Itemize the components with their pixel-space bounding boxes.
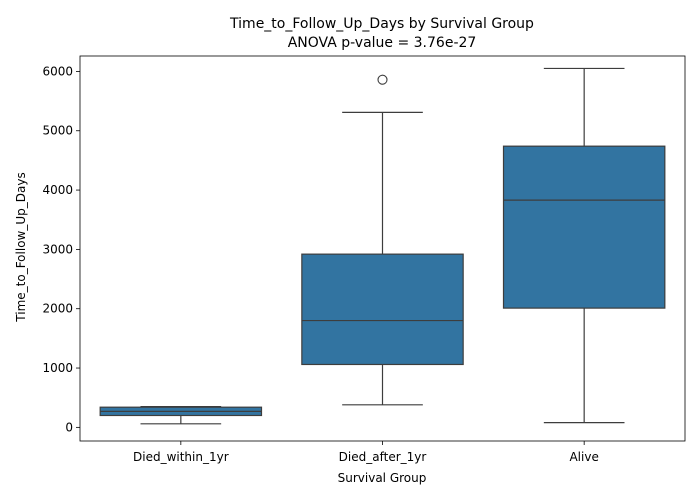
chart-title-line-1: Time_to_Follow_Up_Days by Survival Group [229, 16, 534, 32]
x-tick-label: Alive [569, 450, 598, 464]
y-tick-label: 4000 [42, 183, 73, 197]
y-tick-label: 0 [65, 420, 73, 434]
y-axis-label: Time_to_Follow_Up_Days [14, 172, 28, 322]
y-tick-label: 5000 [42, 124, 73, 138]
x-tick-label: Died_after_1yr [339, 450, 427, 464]
x-tick-label: Died_within_1yr [133, 450, 229, 464]
outlier-point [377, 74, 388, 85]
box-group [502, 67, 666, 424]
y-tick-label: 1000 [42, 361, 73, 375]
box-group [301, 74, 464, 406]
y-tick-label: 2000 [42, 302, 73, 316]
iqr-box [502, 145, 666, 309]
chart-title-line-2: ANOVA p-value = 3.76e-27 [288, 35, 477, 51]
y-tick-label: 6000 [42, 64, 73, 78]
x-axis-label: Survival Group [338, 471, 427, 485]
box-group [99, 405, 263, 425]
iqr-box [301, 253, 464, 366]
y-tick-label: 3000 [42, 242, 73, 256]
boxes-layer [99, 67, 666, 425]
ticks-layer: 0 1000 2000 3000 4000 5000 6000 Died_within_1yr… [42, 64, 598, 464]
